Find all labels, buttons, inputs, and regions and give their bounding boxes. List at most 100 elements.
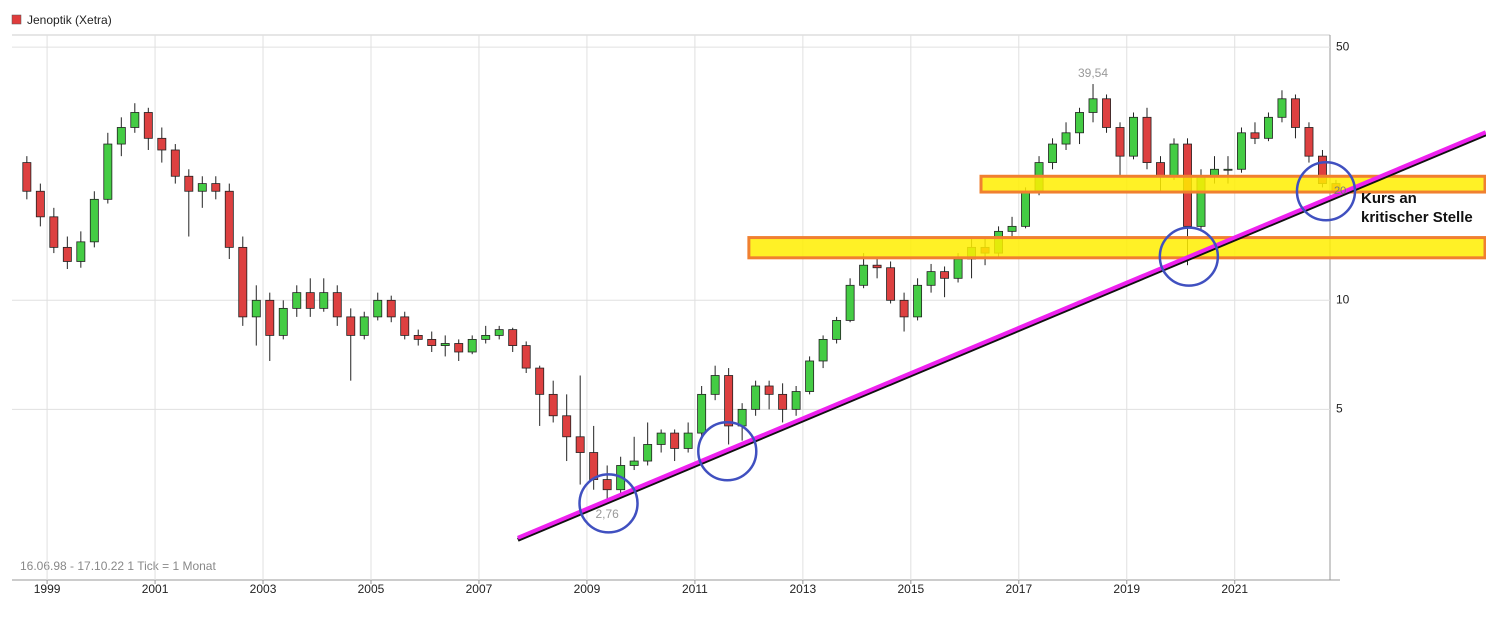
candle-body bbox=[697, 393, 707, 434]
candle-body bbox=[535, 367, 545, 395]
candle-body bbox=[751, 385, 761, 410]
candle-body bbox=[683, 432, 693, 449]
candle-body bbox=[1291, 98, 1300, 128]
candle-body bbox=[413, 335, 423, 340]
candle-body bbox=[643, 444, 653, 462]
candle-body bbox=[467, 338, 477, 353]
candle-body bbox=[818, 338, 828, 362]
x-tick-label: 2011 bbox=[682, 582, 708, 596]
x-tick-label: 2021 bbox=[1221, 582, 1248, 596]
candle-body bbox=[629, 460, 639, 466]
candle-body bbox=[953, 258, 963, 279]
candle-body bbox=[143, 112, 153, 139]
candle-body bbox=[265, 299, 275, 336]
candle-body bbox=[116, 127, 126, 145]
candle-body bbox=[710, 375, 720, 395]
highlight-circle bbox=[1295, 161, 1357, 222]
candle-body bbox=[1169, 143, 1179, 177]
x-tick-label: 2015 bbox=[897, 582, 924, 596]
highlight-circle bbox=[578, 473, 639, 534]
highlight-circle bbox=[697, 421, 758, 482]
x-tick-label: 2013 bbox=[790, 582, 817, 596]
candle-body bbox=[575, 436, 585, 453]
candle-body bbox=[602, 479, 612, 491]
candle-body bbox=[427, 338, 437, 346]
x-tick-label: 2019 bbox=[1113, 582, 1140, 596]
min-label: 2,76 bbox=[595, 507, 619, 521]
legend-swatch bbox=[11, 14, 22, 25]
highlight-circle bbox=[1158, 226, 1220, 287]
candle-body bbox=[211, 183, 221, 192]
candle-body bbox=[899, 299, 909, 318]
candle-body bbox=[157, 137, 167, 151]
candle-body bbox=[886, 267, 896, 301]
footnote: 16.06.98 - 17.10.22 1 Tick = 1 Monat bbox=[20, 559, 216, 573]
candle-body bbox=[562, 415, 572, 438]
candle-body bbox=[481, 335, 491, 340]
candle-body bbox=[1021, 190, 1030, 227]
candle-body bbox=[1250, 132, 1260, 139]
candle-body bbox=[386, 299, 396, 318]
candle-body bbox=[454, 343, 464, 353]
candle-body bbox=[359, 316, 369, 336]
trendline bbox=[517, 130, 1486, 540]
candle-body bbox=[1223, 168, 1233, 171]
candle-body bbox=[440, 343, 450, 346]
candle-body bbox=[764, 385, 774, 395]
candle-body bbox=[22, 162, 32, 192]
candle-body bbox=[845, 284, 855, 321]
candle-body bbox=[508, 329, 518, 346]
candle-body bbox=[1102, 98, 1111, 128]
candle-body bbox=[292, 292, 302, 309]
candle-body bbox=[373, 299, 383, 318]
x-tick-label: 2009 bbox=[574, 582, 601, 596]
candle-body bbox=[332, 292, 342, 318]
candle-body bbox=[197, 183, 207, 192]
candle-body bbox=[1061, 132, 1071, 145]
candle-body bbox=[35, 190, 45, 218]
candle-body bbox=[1142, 116, 1152, 163]
support-zone bbox=[747, 236, 1486, 260]
candle-body bbox=[1115, 127, 1125, 157]
y-tick-label: 5 bbox=[1336, 402, 1343, 416]
candle-body bbox=[251, 299, 261, 318]
candle-body bbox=[791, 391, 801, 410]
candle-body bbox=[670, 432, 680, 449]
candle-body bbox=[1007, 225, 1017, 232]
candle-body bbox=[521, 345, 531, 369]
candle-body bbox=[1264, 116, 1273, 139]
candle-body bbox=[1129, 116, 1138, 157]
annotation: kritischer Stelle bbox=[1361, 209, 1473, 226]
candle-body bbox=[346, 316, 356, 336]
max-label: 39,54 bbox=[1078, 66, 1108, 80]
candle-body bbox=[589, 452, 599, 480]
candle-body bbox=[1075, 112, 1084, 134]
candle-body bbox=[76, 241, 86, 262]
candle-body bbox=[913, 284, 923, 318]
candle-body bbox=[859, 264, 869, 286]
candle-body bbox=[170, 149, 180, 177]
x-tick-label: 2007 bbox=[466, 582, 493, 596]
candle-body bbox=[238, 246, 248, 318]
candle-body bbox=[1088, 98, 1098, 113]
annotation: Kurs an bbox=[1361, 190, 1417, 207]
candle-body bbox=[494, 329, 504, 336]
y-tick-label: 50 bbox=[1336, 39, 1350, 53]
candle-body bbox=[319, 292, 329, 309]
candle-body bbox=[130, 112, 140, 128]
candle-body bbox=[805, 360, 815, 392]
candle-body bbox=[872, 264, 882, 269]
candle-body bbox=[1304, 127, 1314, 157]
y-tick-label: 10 bbox=[1336, 292, 1350, 306]
candle-body bbox=[103, 143, 113, 200]
candle-body bbox=[305, 292, 315, 309]
last-price-label: 20 bbox=[1334, 185, 1346, 197]
x-tick-label: 1999 bbox=[34, 582, 61, 596]
candle-body bbox=[656, 432, 666, 445]
candle-body bbox=[62, 246, 72, 262]
candle-body bbox=[278, 307, 288, 336]
candle-body bbox=[1237, 132, 1246, 170]
x-tick-label: 2003 bbox=[250, 582, 277, 596]
candle-body bbox=[184, 175, 194, 192]
